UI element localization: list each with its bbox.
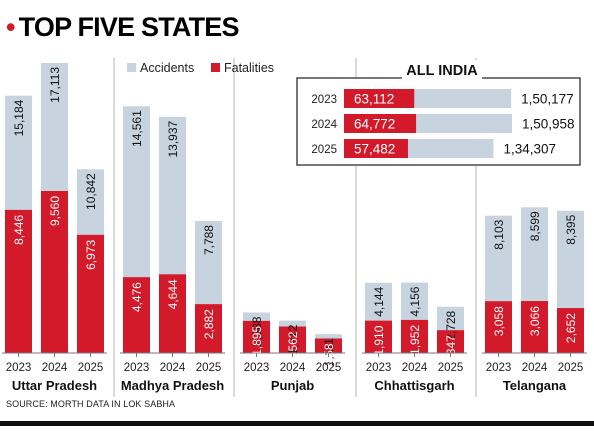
all-india-fatalities-label: 63,112 — [354, 92, 394, 107]
fatalities-data-label: 3,058 — [492, 306, 506, 336]
accidents-data-label: 17,113 — [48, 67, 62, 103]
all-india-fatalities-bar — [344, 89, 415, 108]
year-tick-label: 2024 — [42, 362, 68, 374]
state-label: Madhya Pradesh — [121, 378, 224, 393]
title-bullet-icon: • — [6, 12, 15, 42]
year-tick-label: 2025 — [196, 362, 222, 374]
fatalities-bar — [437, 330, 464, 353]
all-india-year-label: 2024 — [311, 119, 337, 131]
year-tick-label: 2025 — [316, 362, 342, 374]
all-india-accidents-label: 1,34,307 — [503, 142, 556, 157]
state-label: Telangana — [503, 378, 567, 393]
bottom-rule — [0, 421, 594, 426]
fatalities-data-label: 1,910 — [372, 325, 386, 355]
year-tick-label: 2025 — [558, 362, 584, 374]
year-tick-label: 2023 — [366, 362, 392, 374]
state-label: Chhattisgarh — [374, 378, 454, 393]
all-india-accidents-label: 1,50,177 — [521, 92, 574, 107]
year-tick-label: 2023 — [6, 362, 32, 374]
fatalities-bar — [5, 209, 32, 353]
fatalities-bar — [365, 320, 392, 353]
all-india-year-label: 2025 — [311, 144, 337, 156]
accidents-data-label: 8,599 — [528, 211, 542, 241]
all-india-fatalities-label: 64,772 — [354, 117, 395, 132]
fatalities-data-label: 4,476 — [130, 282, 144, 312]
fatalities-data-label: 3,066 — [528, 306, 542, 336]
fatalities-bar — [401, 319, 428, 353]
year-tick-label: 2024 — [280, 362, 306, 374]
year-tick-label: 2024 — [522, 362, 548, 374]
accidents-data-label: 4,144 — [372, 286, 386, 316]
state-label: Uttar Pradesh — [12, 378, 97, 393]
accidents-data-label: 1,111 — [322, 338, 336, 367]
fatalities-data-label: 1,895 — [250, 326, 264, 356]
page-title: • TOP FIVE STATES — [6, 12, 240, 42]
year-tick-label: 2025 — [78, 362, 104, 374]
fatalities-bar — [243, 320, 270, 353]
all-india-title-bg — [402, 60, 482, 82]
fatalities-data-label: 1,347 — [444, 335, 458, 365]
fatalities-bar — [159, 274, 186, 353]
fatalities-data-label: 2,882 — [202, 309, 216, 339]
page-title-text: TOP FIVE STATES — [18, 12, 240, 42]
year-tick-label: 2024 — [402, 362, 428, 374]
year-tick-label: 2023 — [486, 362, 512, 374]
all-india-fatalities-label: 57,482 — [354, 142, 395, 157]
accidents-data-label: 4,156 — [408, 286, 422, 316]
accidents-data-label: 13,937 — [166, 120, 180, 157]
fatalities-bar — [77, 234, 104, 353]
accidents-data-label: 14,561 — [130, 110, 144, 147]
all-india-fatalities-bar — [344, 114, 417, 133]
year-tick-label: 2023 — [244, 362, 270, 374]
fatalities-data-label: 1,952 — [408, 325, 422, 355]
accidents-data-label: 2,728 — [444, 310, 458, 340]
fatalities-bar — [123, 277, 150, 353]
fatalities-bar — [521, 301, 548, 353]
state-label: Punjab — [271, 378, 314, 393]
legend-swatch-fatalities — [211, 63, 220, 72]
all-india-accidents-label: 1,50,958 — [522, 117, 575, 132]
fatalities-bar — [557, 308, 584, 353]
accidents-data-label: 8,395 — [564, 214, 578, 244]
legend-label-fatalities: Fatalities — [224, 61, 274, 75]
accidents-data-label: 15,184 — [12, 99, 26, 136]
accidents-data-label: 2,388 — [250, 316, 264, 346]
fatalities-bar — [279, 326, 306, 353]
legend-label-accidents: Accidents — [140, 61, 194, 75]
fatalities-data-label: 4,644 — [166, 279, 180, 309]
fatalities-bar — [315, 338, 342, 353]
year-tick-label: 2023 — [124, 362, 150, 374]
fatalities-data-label: 1,562 — [286, 331, 300, 361]
fatalities-data-label: 6,973 — [84, 240, 98, 270]
fatalities-data-label: 9,560 — [48, 196, 62, 226]
fatalities-bar — [195, 304, 222, 353]
year-tick-label: 2024 — [160, 362, 186, 374]
fatalities-bar — [41, 190, 68, 353]
accidents-fatalities-chart: 15,184 8,446 2023 17,113 9,560 2024 10,842 6,97… — [2, 58, 587, 397]
fatalities-bar — [485, 301, 512, 353]
year-tick-label: 2025 — [438, 362, 464, 374]
fatalities-data-label: 2,652 — [564, 313, 578, 343]
all-india-title: ALL INDIA — [406, 63, 478, 79]
accidents-data-label: 1,912 — [286, 324, 300, 354]
all-india-year-label: 2023 — [311, 94, 337, 106]
accidents-data-label: 7,788 — [202, 225, 216, 255]
fatalities-data-label: 8,446 — [12, 215, 26, 245]
accidents-data-label: 10,842 — [84, 173, 98, 210]
all-india-fatalities-bar — [344, 139, 408, 158]
legend-swatch-accidents — [127, 63, 136, 72]
source-note: SOURCE: MORTH DATA IN LOK SABHA — [6, 399, 176, 409]
accidents-data-label: 8,103 — [492, 219, 506, 249]
